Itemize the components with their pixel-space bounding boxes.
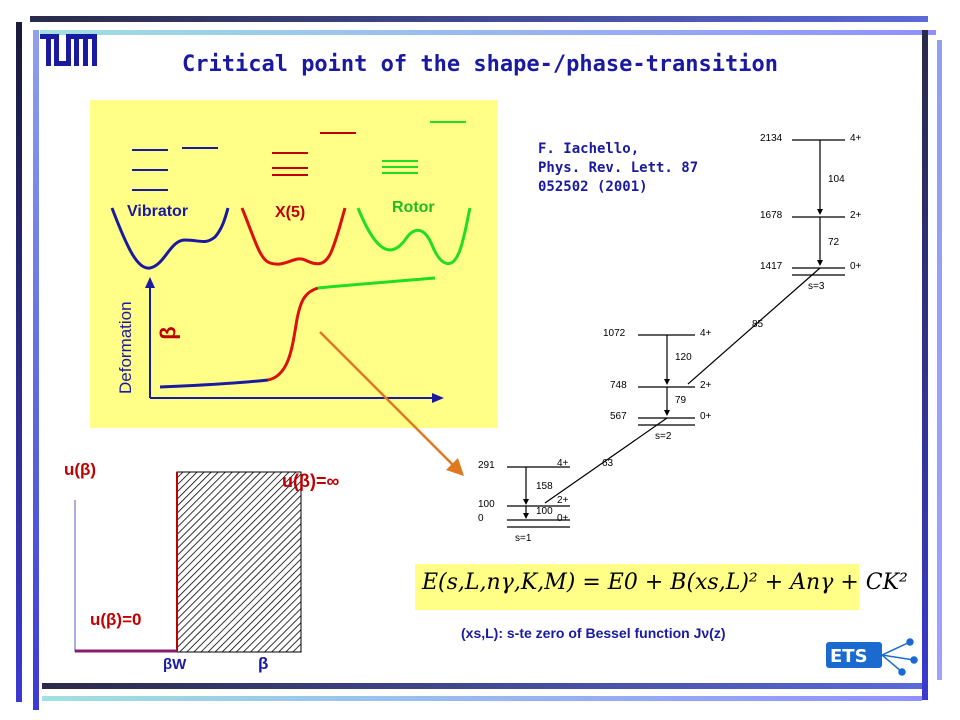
x5-potential — [240, 207, 347, 266]
level-energy: 1678 — [760, 210, 783, 221]
beta-w-label: βW — [163, 656, 187, 673]
vibrator-potential — [110, 207, 230, 270]
x5-label: X(5) — [275, 204, 306, 221]
beta-curve-high — [317, 276, 436, 290]
level-energy: 748 — [610, 380, 627, 391]
level-spin: 0+ — [700, 411, 712, 422]
infinite-wall — [176, 471, 302, 653]
level-energy: 1417 — [760, 261, 783, 272]
beta-label: β — [155, 326, 181, 340]
beta-axis-label: β — [258, 654, 269, 673]
formula-box — [415, 564, 859, 610]
x-axis-arrow — [432, 393, 444, 403]
reference-line-1: F. Iachello, — [538, 141, 640, 157]
frame-right-bar — [922, 30, 928, 700]
u-zero-label: u(β)=0 — [90, 610, 142, 629]
rotor-label: Rotor — [392, 199, 435, 216]
transition-85 — [687, 267, 821, 385]
level-energy: 567 — [610, 411, 627, 422]
ets-logo: ETS — [826, 638, 918, 676]
bessel-caption: (xs,L): s-te zero of Bessel function Jν(… — [461, 625, 726, 641]
reference: F. Iachello, Phys. Rev. Lett. 87 052502 … — [538, 140, 698, 197]
level-energy: 2134 — [760, 133, 783, 144]
reference-line-3: 052502 (2001) — [538, 179, 648, 195]
level-spin: 2+ — [850, 210, 862, 221]
frame-bottom-bar-2 — [42, 696, 922, 701]
level-spin: 4+ — [850, 133, 862, 144]
beta-curve-jump — [267, 286, 319, 382]
transition-label: 120 — [675, 352, 692, 363]
level-spin: 2+ — [557, 495, 569, 506]
vibrator-label: Vibrator — [127, 203, 189, 220]
frame-top-bar-2 — [40, 30, 936, 35]
transition-63 — [544, 417, 668, 504]
band-label: s=2 — [655, 431, 672, 442]
u-infinity-label: u(β)=∞ — [282, 471, 340, 491]
transition-label: 158 — [536, 481, 553, 492]
frame-left-bar-2 — [33, 30, 39, 710]
level-spin: 4+ — [700, 328, 712, 339]
frame-right-bar-2 — [937, 40, 942, 680]
y-axis-arrow — [145, 277, 155, 288]
page-title: Critical point of the shape-/phase-trans… — [181, 52, 779, 77]
level-spin: 2+ — [700, 380, 712, 391]
level-spin: 0+ — [850, 261, 862, 272]
frame-top-bar — [30, 16, 928, 22]
square-well-plot — [74, 471, 302, 653]
rotor-potential — [356, 207, 472, 265]
transition-label: 85 — [752, 319, 764, 330]
svg-text:ETS: ETS — [830, 646, 868, 667]
level-energy: 100 — [478, 499, 495, 510]
reference-line-2: Phys. Rev. Lett. 87 — [538, 160, 699, 176]
deformation-label: Deformation — [116, 301, 135, 394]
level-energy: 291 — [478, 460, 495, 471]
frame-left-bar — [16, 22, 22, 702]
level-scheme — [507, 139, 845, 528]
frame-bottom-bar — [42, 683, 922, 689]
level-labels: 2134 4+ 1678 2+ 1417 0+ s=3 104 72 1072 … — [470, 115, 890, 555]
u-beta-label: u(β) — [64, 460, 97, 479]
band-label: s=3 — [808, 281, 825, 292]
level-spin: 4+ — [557, 458, 569, 469]
transition-label: 63 — [602, 458, 614, 469]
level-energy: 1072 — [603, 328, 626, 339]
beta-curve-low — [159, 378, 269, 389]
transition-label: 72 — [828, 237, 840, 248]
tum-logo — [40, 34, 97, 66]
transition-label: 104 — [828, 174, 845, 185]
level-energy: 0 — [478, 513, 484, 524]
energy-formula: E(s,L,nγ,K,M) = E0 + B(xs,L)² + Anγ + CK… — [422, 570, 908, 595]
pointer-arrow — [319, 331, 464, 476]
transition-label: 100 — [536, 506, 553, 517]
transition-label: 79 — [675, 395, 687, 406]
level-spin: 0+ — [557, 513, 569, 524]
band-label: s=1 — [515, 533, 532, 544]
